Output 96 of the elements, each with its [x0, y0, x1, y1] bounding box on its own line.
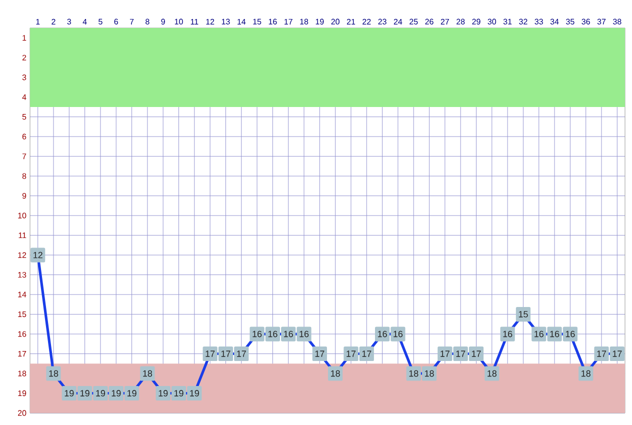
y-tick-label: 10	[18, 212, 26, 218]
y-tick-label: 9	[22, 192, 26, 199]
data-label: 17	[346, 350, 356, 357]
data-label: 17	[472, 350, 481, 357]
data-label: 16	[284, 330, 293, 338]
data-label: 16	[503, 330, 512, 338]
y-tick-label: 17	[18, 351, 26, 357]
data-label: 18	[49, 370, 58, 377]
x-tick-label: 1	[36, 18, 40, 24]
data-label: 17	[221, 350, 230, 357]
x-tick-label: 24	[394, 18, 402, 24]
y-tick-label: 2	[22, 54, 26, 60]
x-tick-label: 6	[114, 18, 118, 24]
data-label: 19	[190, 390, 199, 396]
data-label: 19	[112, 390, 121, 396]
y-tick-label: 14	[18, 292, 26, 298]
x-tick-label: 15	[253, 18, 262, 24]
x-tick-label: 20	[331, 18, 340, 24]
data-label: 18	[143, 370, 152, 377]
x-tick-label: 33	[534, 18, 543, 24]
x-tick-label: 35	[566, 18, 574, 24]
y-tick-label: 8	[22, 173, 26, 179]
y-tick-label: 6	[22, 134, 26, 140]
data-label: 17	[440, 350, 450, 357]
y-tick-label: 15	[18, 311, 26, 318]
x-tick-label: 17	[284, 18, 292, 24]
data-label: 16	[550, 330, 560, 338]
y-tick-label: 3	[22, 74, 26, 80]
data-label: 17	[362, 350, 372, 357]
data-label: 18	[331, 370, 340, 377]
x-tick-label: 11	[190, 18, 198, 24]
x-tick-label: 26	[425, 18, 434, 24]
x-tick-label: 34	[550, 18, 559, 24]
y-tick-label: 7	[22, 154, 26, 160]
x-tick-label: 32	[519, 18, 528, 24]
data-label: 17	[315, 350, 324, 357]
data-label: 18	[488, 370, 497, 377]
y-tick-label: 5	[22, 114, 26, 120]
y-tick-label: 1	[22, 35, 26, 41]
x-tick-label: 29	[472, 18, 480, 24]
data-label: 18	[409, 370, 418, 377]
y-tick-label: 4	[22, 94, 26, 100]
y-tick-label: 19	[18, 390, 26, 396]
data-label: 17	[597, 350, 606, 357]
data-label: 16	[394, 330, 403, 338]
data-label: 17	[456, 350, 466, 357]
x-tick-label: 38	[613, 18, 622, 24]
y-tick-label: 11	[18, 232, 26, 238]
x-tick-label: 28	[456, 18, 465, 24]
data-label: 16	[252, 330, 262, 338]
data-label: 17	[612, 350, 622, 357]
data-label: 17	[206, 350, 215, 357]
data-label: 17	[237, 350, 246, 357]
data-label: 18	[424, 370, 434, 377]
x-tick-label: 21	[346, 18, 356, 24]
x-tick-label: 14	[238, 18, 246, 24]
data-label: 19	[158, 390, 168, 396]
x-tick-label: 30	[488, 18, 496, 24]
x-tick-label: 13	[222, 18, 230, 24]
data-label: 16	[566, 330, 575, 338]
y-tick-label: 13	[18, 272, 26, 278]
x-tick-label: 23	[378, 18, 386, 24]
x-tick-label: 3	[67, 18, 72, 24]
x-tick-label: 16	[268, 18, 277, 24]
data-label: 16	[268, 330, 278, 338]
x-tick-label: 37	[597, 18, 606, 24]
x-tick-label: 31	[503, 18, 512, 24]
data-label: 19	[64, 390, 74, 396]
x-tick-label: 36	[582, 18, 590, 24]
x-tick-label: 19	[316, 18, 324, 24]
x-tick-label: 7	[130, 18, 134, 24]
y-tick-label: 16	[18, 331, 26, 337]
data-label: 15	[518, 311, 528, 318]
x-tick-label: 27	[440, 18, 449, 24]
y-tick-label: 12	[18, 252, 26, 258]
x-tick-label: 25	[410, 18, 418, 24]
x-tick-label: 12	[206, 18, 214, 24]
data-label: 18	[582, 370, 590, 377]
data-label: 19	[127, 390, 136, 396]
x-tick-label: 22	[362, 18, 371, 24]
x-tick-label: 10	[174, 18, 183, 24]
data-label: 16	[300, 330, 309, 338]
data-label: 19	[174, 390, 184, 396]
x-tick-label: 2	[52, 18, 56, 24]
data-label: 19	[96, 390, 106, 396]
x-tick-label: 9	[161, 18, 165, 24]
data-label: 16	[378, 330, 387, 338]
data-label: 19	[80, 390, 90, 396]
x-tick-label: 4	[82, 18, 87, 24]
x-tick-label: 5	[98, 18, 102, 24]
data-label: 16	[534, 330, 544, 338]
data-label: 12	[34, 252, 42, 258]
x-tick-label: 18	[300, 18, 308, 24]
y-tick-label: 18	[18, 370, 26, 376]
x-tick-label: 8	[146, 18, 150, 24]
y-tick-label: 20	[18, 410, 26, 416]
